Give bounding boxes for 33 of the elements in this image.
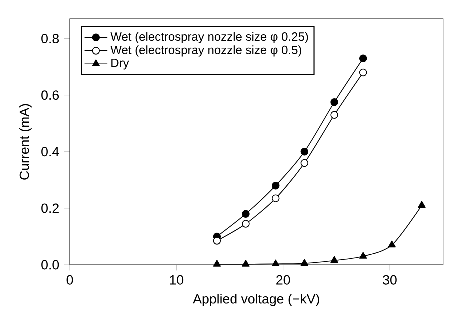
x-tick-label: 0: [66, 275, 74, 285]
point: [330, 98, 338, 106]
point: [242, 220, 250, 228]
point: [213, 260, 222, 267]
point: [359, 54, 368, 62]
legend-label: Dry: [112, 58, 130, 70]
point: [418, 201, 426, 208]
point: [272, 182, 280, 190]
point: [213, 237, 222, 245]
point: [242, 260, 250, 267]
point: [300, 259, 309, 266]
legend-label: Wet (electrospray nozzle size φ 0.25): [110, 32, 308, 44]
point: [388, 240, 396, 248]
point: [272, 194, 280, 202]
y-tick-label: 0.8: [42, 34, 60, 44]
x-tick-label: 30: [383, 275, 397, 285]
x-tick-label: 20: [276, 275, 290, 285]
y-tick-label: 0.6: [42, 90, 60, 100]
point: [330, 111, 338, 120]
point: [359, 68, 368, 77]
y-tick-label: 0.2: [42, 204, 59, 214]
y-axis-title: Current (mA): [19, 104, 32, 180]
point: [359, 252, 368, 259]
x-axis-title: Applied voltage (−kV): [193, 294, 320, 306]
point: [300, 148, 309, 156]
point: [272, 260, 280, 267]
point: [242, 210, 250, 218]
point: [330, 256, 338, 264]
x-tick-label: 10: [170, 275, 184, 285]
point: [300, 159, 309, 168]
y-tick-label: 0.0: [42, 260, 60, 270]
legend-label: Wet (electrospray nozzle size φ 0.5): [110, 46, 302, 57]
y-tick-label: 0.4: [42, 147, 60, 157]
